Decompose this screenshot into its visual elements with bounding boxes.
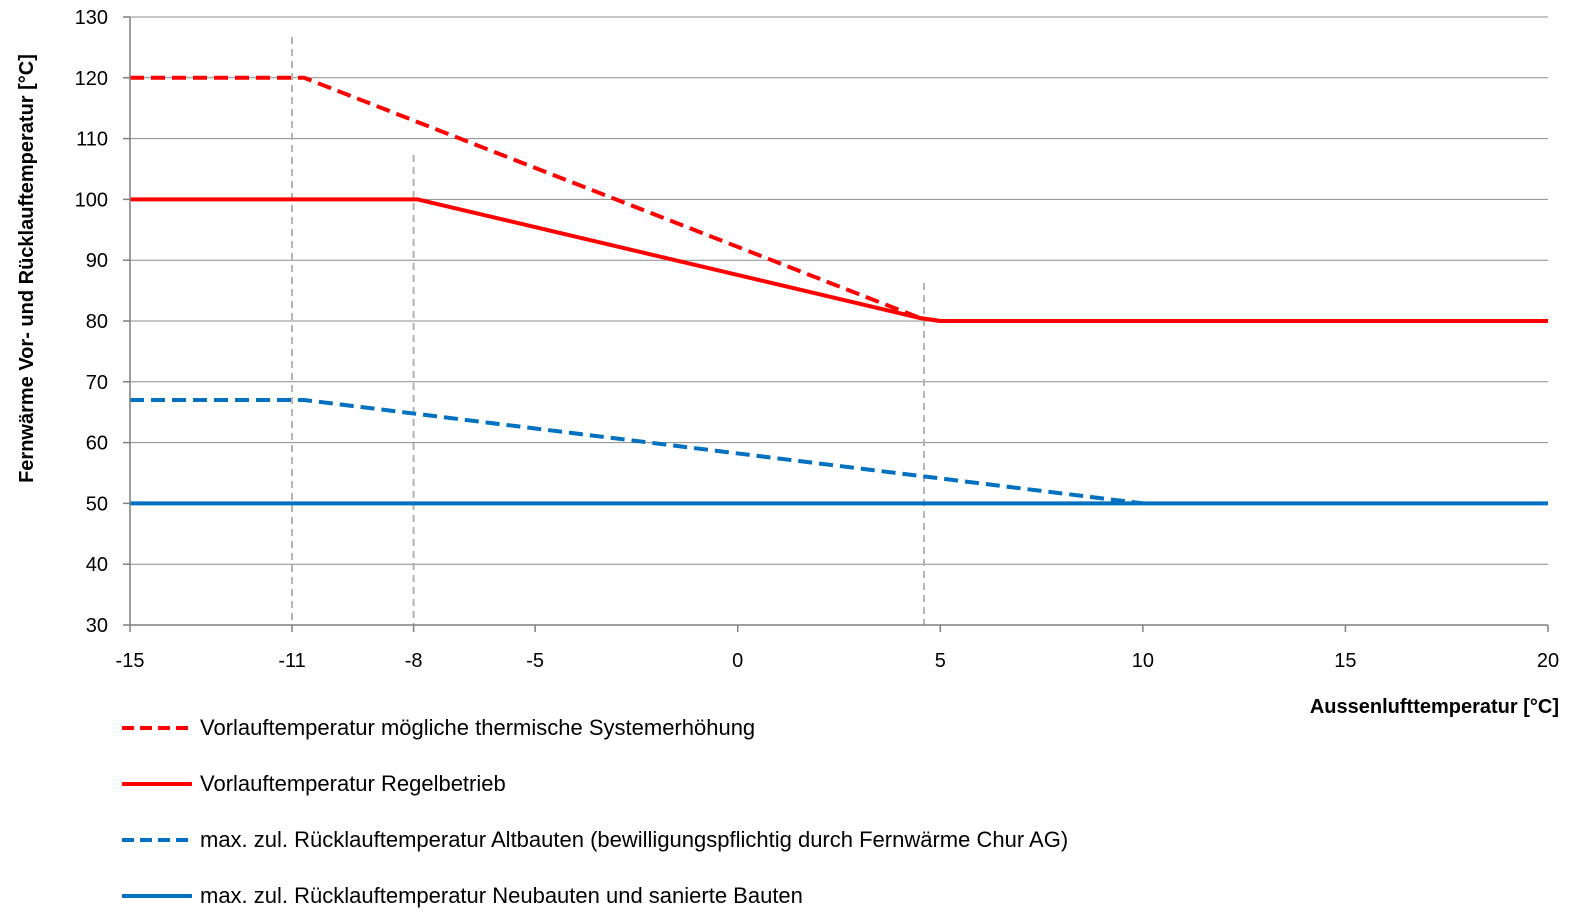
- legend-swatch: [122, 782, 192, 786]
- x-tick-label: -8: [405, 650, 423, 672]
- y-tick-label: 100: [75, 189, 108, 211]
- legend-item: Vorlauftemperatur mögliche thermische Sy…: [122, 700, 1068, 756]
- y-tick-label: 130: [75, 7, 108, 29]
- y-axis-title: Fernwärme Vor- und Rücklauftemperatur [°…: [16, 54, 38, 483]
- legend-label: max. zul. Rücklauftemperatur Altbauten (…: [200, 827, 1069, 852]
- y-tick-label: 50: [86, 493, 108, 515]
- series-line: [130, 197, 1548, 323]
- legend: Vorlauftemperatur mögliche thermische Sy…: [122, 700, 1068, 924]
- series-lines: [130, 75, 1548, 506]
- axes: [123, 16, 1549, 632]
- legend-swatch: [122, 726, 192, 730]
- y-tick-label: 80: [86, 311, 108, 333]
- y-tick-label: 110: [76, 129, 108, 151]
- y-tick-label: 60: [86, 433, 108, 455]
- legend-item: max. zul. Rücklauftemperatur Altbauten (…: [122, 812, 1068, 868]
- chart: 30 40 50 60 70 80 90 100 110 120 130 -15 -11 -8 -5 0 5 10…: [16, 7, 1560, 718]
- tick-labels: 30 40 50 60 70 80 90 100 110 120 130 -15 -11 -8 -5 0 5 10…: [75, 7, 1560, 672]
- gridlines: [130, 16, 1548, 565]
- x-axis-title: Aussenlufttemperatur [°C]: [1310, 696, 1559, 718]
- x-tick-label: 10: [1132, 650, 1154, 672]
- legend-item: max. zul. Rücklauftemperatur Neubauten u…: [122, 868, 1068, 924]
- y-tick-label: 40: [86, 554, 108, 576]
- y-tick-label: 120: [75, 68, 108, 90]
- reference-lines: [291, 37, 926, 625]
- legend-label: Vorlauftemperatur Regelbetrieb: [200, 771, 506, 796]
- y-tick-label: 70: [86, 372, 108, 394]
- x-tick-label: -15: [116, 650, 145, 672]
- x-tick-label: -11: [278, 650, 305, 672]
- series-line: [130, 398, 1144, 506]
- legend-label: max. zul. Rücklauftemperatur Neubauten u…: [200, 883, 803, 908]
- y-tick-label: 90: [86, 250, 108, 272]
- y-tick-label: 30: [86, 615, 108, 637]
- x-tick-label: 5: [935, 650, 946, 672]
- x-tick-label: 0: [732, 650, 743, 672]
- legend-label: Vorlauftemperatur mögliche thermische Sy…: [200, 715, 756, 740]
- legend-swatch: [122, 894, 192, 898]
- x-tick-label: 15: [1334, 650, 1356, 672]
- legend-swatch: [122, 838, 192, 842]
- x-tick-label: -5: [526, 650, 544, 672]
- x-tick-label: 20: [1537, 650, 1559, 672]
- legend-item: Vorlauftemperatur Regelbetrieb: [122, 756, 1068, 812]
